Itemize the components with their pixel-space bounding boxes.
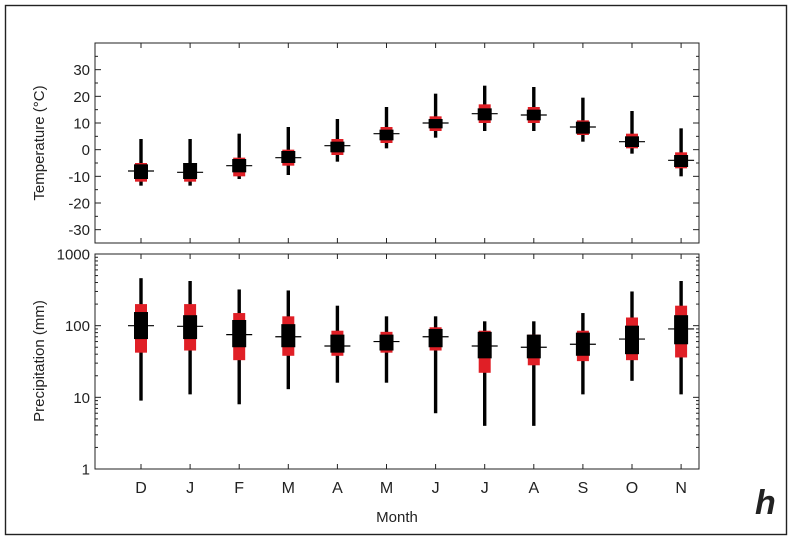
precipitation-whisker-6 [433, 316, 438, 414]
precipitation-iqr-box-11 [674, 315, 689, 345]
x-tick-label-2: F [234, 480, 244, 497]
temperature-y-tick-label-1: 20 [73, 89, 90, 106]
temperature-whisker-10 [630, 111, 634, 154]
x-axis-label: Month [376, 509, 418, 526]
precipitation-y-ticks: 1 10 100 1000 [57, 247, 699, 479]
precipitation-y-tick-label-2: 100 [65, 318, 90, 335]
temperature-iqr-box-0 [134, 164, 148, 179]
precipitation-box-8 [520, 321, 547, 426]
temperature-whisker-0 [139, 139, 143, 186]
temperature-box-7 [471, 85, 498, 131]
temperature-y-tick-label-6: -30 [68, 222, 90, 239]
precipitation-box-11 [668, 281, 695, 395]
temperature-box-0 [128, 139, 154, 186]
temperature-box-3 [275, 127, 302, 175]
precipitation-iqr-box-2 [232, 319, 247, 348]
precipitation-box-5 [373, 316, 400, 383]
temperature-y-axis-label: Temperature (°C) [31, 85, 48, 200]
temperature-iqr-box-1 [183, 163, 198, 179]
precipitation-iqr-box-4 [330, 334, 345, 353]
precipitation-y-tick-label-0: 1 [82, 462, 90, 479]
precipitation-y-tick-label-1: 10 [73, 390, 90, 407]
precipitation-box-7 [471, 321, 498, 426]
x-tick-label-9: S [578, 480, 589, 497]
precipitation-panel: 1 10 100 1000 D J F M A M J J A S O N Precipitation (m… [31, 247, 700, 526]
precipitation-iqr-box-8 [526, 334, 541, 359]
precipitation-iqr-box-10 [625, 325, 639, 355]
precipitation-whisker-8 [532, 321, 536, 426]
panel-label: h [755, 484, 776, 522]
temperature-y-tick-label-5: -20 [68, 196, 90, 213]
temperature-box-4 [324, 119, 351, 162]
temperature-whisker-9 [581, 97, 585, 142]
precipitation-box-3 [275, 290, 302, 390]
x-tick-label-1: J [186, 480, 194, 497]
temperature-whisker-2 [237, 133, 241, 179]
temperature-marks [128, 85, 695, 186]
figure-border [4, 4, 788, 536]
temperature-plot-frame [94, 42, 700, 244]
temperature-box-8 [520, 87, 547, 131]
x-tick-label-11: N [675, 480, 687, 497]
x-tick-label-6: J [432, 480, 440, 497]
x-tick-label-5: M [380, 480, 393, 497]
precipitation-y-tick-label-3: 1000 [57, 247, 90, 264]
temperature-box-9 [569, 97, 596, 142]
precipitation-box-2 [226, 289, 253, 405]
temperature-box-5 [373, 107, 400, 149]
precipitation-iqr-box-1 [183, 315, 198, 340]
temperature-iqr-box-4 [330, 141, 345, 153]
precipitation-iqr-box-6 [428, 328, 443, 348]
temperature-iqr-box-9 [575, 121, 590, 134]
temperature-iqr-box-7 [477, 108, 492, 121]
x-tick-label-8: A [528, 480, 539, 497]
temperature-y-tick-label-2: 10 [73, 116, 90, 133]
temperature-iqr-box-11 [674, 155, 689, 167]
precipitation-box-0 [128, 278, 154, 401]
temperature-box-1 [177, 139, 204, 186]
x-tick-label-0: D [135, 480, 147, 497]
precipitation-iqr-box-3 [281, 324, 296, 348]
temperature-box-2 [226, 133, 253, 179]
precipitation-whisker-7 [483, 321, 487, 426]
precipitation-marks [128, 278, 695, 426]
temperature-y-tick-label-0: 30 [73, 62, 90, 79]
x-tick-label-10: O [626, 480, 638, 497]
x-tick-label-4: A [332, 480, 343, 497]
precipitation-box-4 [324, 305, 351, 383]
precipitation-plot-frame [94, 253, 700, 470]
temperature-box-6 [422, 93, 449, 138]
temperature-whisker-1 [188, 139, 192, 186]
temperature-y-ticks: 30 20 10 0 -10 -20 -30 [68, 43, 699, 244]
temperature-iqr-box-5 [379, 129, 394, 141]
temperature-box-11 [668, 128, 695, 177]
temperature-y-tick-label-4: -10 [68, 169, 90, 186]
precipitation-iqr-box-7 [477, 331, 492, 359]
precipitation-box-6 [422, 316, 449, 414]
precipitation-box-9 [569, 313, 596, 395]
precipitation-y-axis-label: Precipitation (mm) [31, 300, 48, 422]
temperature-whisker-6 [433, 93, 438, 138]
x-tick-label-3: M [282, 480, 295, 497]
temperature-y-tick-label-3: 0 [82, 142, 90, 159]
precipitation-iqr-box-5 [379, 334, 394, 351]
precipitation-box-10 [619, 291, 645, 381]
temperature-iqr-box-3 [281, 151, 296, 163]
temperature-panel: 30 20 10 0 -10 -20 -30 Temperature (°C) [31, 42, 700, 244]
temperature-box-10 [619, 111, 645, 154]
temperature-iqr-box-6 [428, 119, 443, 129]
x-tick-label-7: J [481, 480, 489, 497]
precipitation-box-1 [177, 281, 204, 395]
